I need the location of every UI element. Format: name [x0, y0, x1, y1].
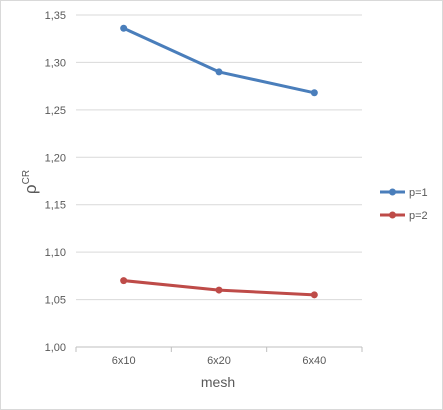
legend: p=1 p=2: [380, 187, 428, 222]
data-point: [215, 68, 223, 76]
y-tick-label: 1,10: [45, 247, 66, 259]
y-tick-label: 1,05: [45, 295, 66, 307]
legend-label: p=1: [409, 187, 428, 199]
series-line-1: [122, 26, 316, 95]
y-tick-label: 1,15: [45, 200, 66, 212]
x-axis-ticks: 6x10 6x20 6x40: [75, 347, 363, 367]
legend-label: p=2: [409, 210, 428, 222]
x-axis-title: mesh: [201, 374, 235, 390]
series-group: [120, 24, 318, 299]
data-point: [120, 277, 128, 285]
y-tick-label: 1,00: [45, 342, 66, 354]
x-tick-label: 6x10: [112, 355, 136, 367]
x-tick-label: 6x40: [302, 355, 326, 367]
x-tick-label: 6x20: [207, 355, 231, 367]
y-axis-title: ρCR: [21, 170, 40, 194]
legend-marker: [389, 211, 396, 219]
y-tick-label: 1,20: [45, 152, 66, 164]
y-tick-label: 1,25: [45, 105, 66, 117]
y-tick-label: 1,30: [45, 57, 66, 69]
y-axis-ticks: 1,00 1,05 1,10 1,15 1,20 1,25 1,30 1,35: [45, 10, 66, 354]
legend-marker: [389, 188, 396, 196]
y-tick-label: 1,35: [45, 10, 66, 22]
data-point: [215, 286, 223, 294]
gridlines: [76, 14, 362, 348]
data-point: [310, 89, 318, 97]
data-point: [120, 24, 128, 32]
data-point: [310, 291, 318, 299]
